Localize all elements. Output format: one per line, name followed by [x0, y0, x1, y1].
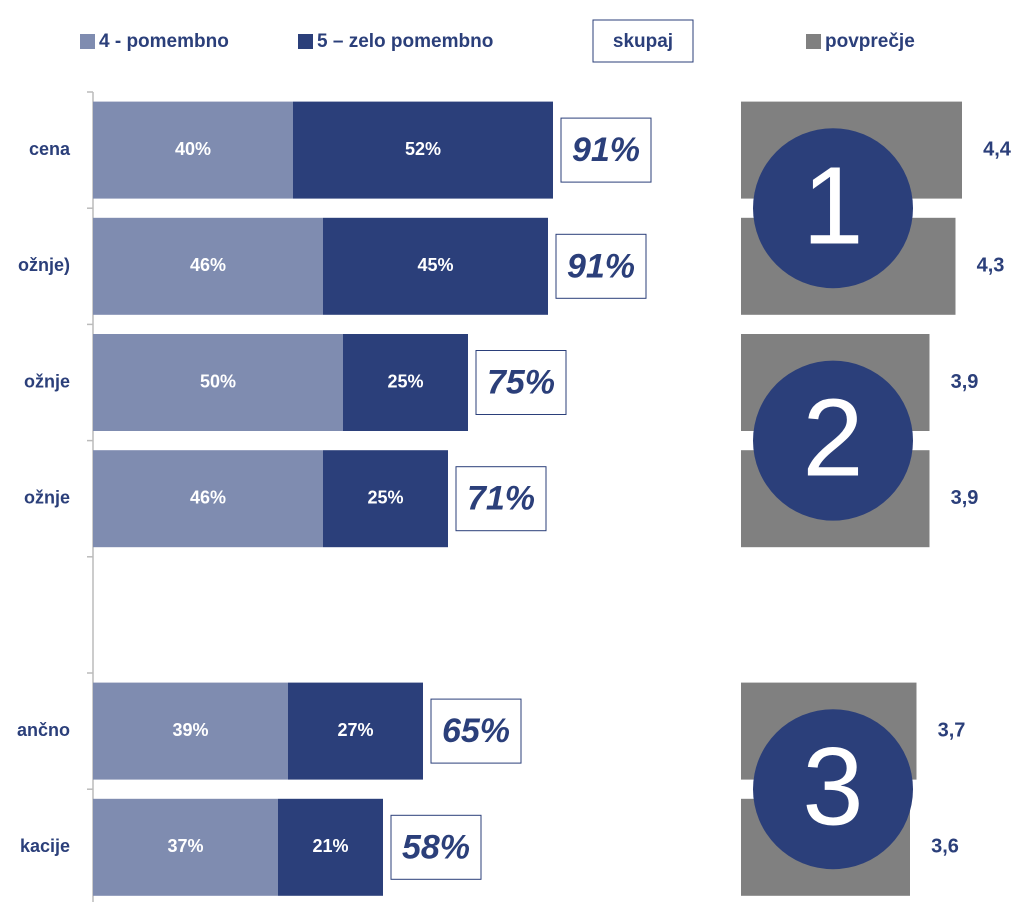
average-label: 3,6	[931, 836, 959, 858]
average-label: 4,3	[977, 255, 1005, 277]
total-box	[455, 466, 547, 532]
bar-segment	[288, 682, 423, 780]
bar-label: 39%	[172, 720, 208, 740]
legend-label: 4 - pomembno	[99, 31, 229, 52]
category-label: cena	[29, 139, 71, 159]
bar-segment	[323, 450, 448, 548]
total-box	[430, 698, 522, 764]
rank-label: 2	[802, 377, 863, 500]
bar-label: 40%	[175, 139, 211, 159]
bar-segment	[93, 798, 278, 896]
bar-label: 25%	[387, 371, 423, 391]
rank-circle	[753, 709, 913, 870]
legend-swatch	[80, 34, 95, 49]
total-box	[560, 117, 652, 183]
bar-label: 50%	[200, 371, 236, 391]
bar-label: 46%	[190, 487, 226, 507]
total-label: 91%	[567, 247, 635, 285]
rank-circle	[753, 360, 913, 521]
total-label: 58%	[402, 828, 470, 866]
category-label: ančno	[17, 720, 70, 740]
bar-segment	[293, 101, 553, 199]
average-label: 3,9	[951, 487, 979, 509]
category-label: ožnje)	[18, 255, 70, 275]
bar-segment	[278, 798, 383, 896]
total-box	[390, 814, 482, 880]
rank-label: 3	[802, 725, 863, 848]
legend-label: skupaj	[613, 31, 673, 52]
legend-label: povprečje	[825, 31, 915, 52]
rank-circle	[753, 128, 913, 289]
bar-label: 45%	[417, 255, 453, 275]
legend-box	[592, 19, 694, 63]
bar-segment	[323, 217, 548, 315]
bar-label: 46%	[190, 255, 226, 275]
average-label: 3,7	[938, 719, 966, 741]
legend-label: 5 – zelo pomembno	[317, 31, 493, 52]
legend-swatch	[806, 34, 821, 49]
average-label: 4,4	[983, 138, 1012, 160]
category-label: ožnje	[24, 371, 70, 391]
total-label: 65%	[442, 712, 510, 750]
bar-label: 37%	[167, 836, 203, 856]
total-label: 91%	[572, 131, 640, 169]
bar-segment	[343, 334, 468, 431]
bar-label: 52%	[405, 139, 441, 159]
rank-label: 1	[802, 144, 863, 267]
average-label: 3,9	[951, 371, 979, 393]
total-box	[475, 350, 567, 415]
category-label: ožnje	[24, 487, 70, 507]
total-label: 71%	[467, 480, 535, 518]
total-label: 75%	[487, 363, 555, 401]
category-label: kacije	[20, 836, 70, 856]
legend-swatch	[298, 34, 313, 49]
bar-segment	[93, 101, 293, 199]
total-box	[555, 233, 647, 299]
bar-segment	[93, 450, 323, 548]
bar-label: 25%	[367, 487, 403, 507]
bar-label: 27%	[337, 720, 373, 740]
bar-segment	[93, 334, 343, 431]
bar-label: 21%	[312, 836, 348, 856]
bar-segment	[93, 217, 323, 315]
bar-segment	[93, 682, 288, 780]
